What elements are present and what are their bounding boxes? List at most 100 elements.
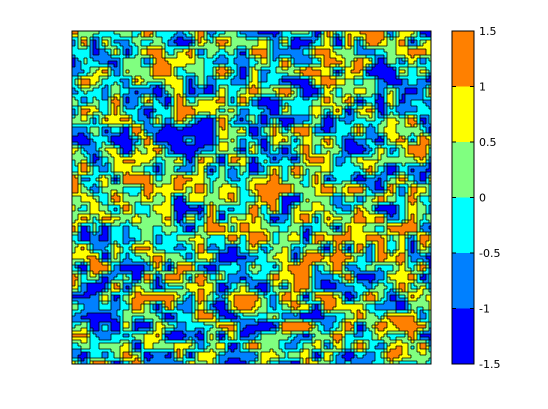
contour-band-cell — [321, 250, 325, 254]
contour-band-cell — [90, 139, 94, 143]
contour-band-cell — [87, 73, 94, 77]
contour-band-cell — [333, 112, 343, 116]
contour-band-cell — [258, 160, 265, 164]
contour-band-cell — [315, 193, 334, 197]
contour-band-cell — [333, 88, 337, 92]
contour-band-cell — [204, 295, 208, 299]
contour-band-cell — [357, 127, 361, 131]
contour-band-cell — [330, 97, 334, 101]
contour-band-cell — [138, 112, 145, 116]
contour-band-cell — [153, 226, 163, 230]
contour-band-cell — [153, 106, 166, 110]
contour-band-cell — [390, 295, 397, 299]
contour-band-cell — [414, 193, 421, 197]
contour-band-cell — [279, 97, 283, 101]
contour-band-cell — [312, 139, 322, 143]
contour-band-cell — [120, 148, 124, 152]
contour-band-cell — [252, 97, 259, 101]
contour-band-cell — [255, 157, 259, 161]
contour-band-cell — [294, 274, 310, 278]
contour-band-cell — [195, 259, 208, 263]
contour-band-cell — [141, 256, 151, 260]
contour-band-cell — [171, 121, 175, 125]
contour-band-cell — [249, 160, 253, 164]
contour-band-cell — [345, 139, 355, 143]
contour-band-cell — [342, 136, 355, 140]
contour-band-cell — [204, 88, 214, 92]
contour-band-cell — [132, 130, 142, 134]
contour-band-cell — [129, 79, 133, 83]
contour-band-cell — [375, 49, 385, 53]
contour-band-cell — [135, 145, 145, 149]
contour-band-cell — [414, 169, 427, 173]
contour-band-cell — [228, 58, 235, 62]
contour-band-cell — [321, 97, 325, 101]
contour-band-cell — [219, 73, 226, 77]
contour-band-cell — [129, 97, 139, 101]
contour-band-cell — [141, 136, 148, 140]
contour-band-cell — [351, 244, 355, 248]
contour-band-cell — [111, 52, 115, 56]
contour-band-cell — [255, 187, 292, 191]
contour-band-cell — [96, 118, 100, 122]
contour-band-cell — [90, 259, 100, 263]
contour-band-cell — [246, 235, 250, 239]
contour-band-cell — [348, 103, 352, 107]
contour-band-cell — [195, 82, 199, 86]
contour-band-cell — [327, 223, 331, 227]
contour-band-cell — [210, 178, 217, 182]
contour-band-cell — [96, 184, 100, 188]
contour-band-cell — [255, 301, 262, 305]
contour-band-cell — [321, 145, 325, 149]
contour-band-cell — [96, 148, 100, 152]
contour-band-cell — [246, 139, 259, 143]
contour-band-cell — [333, 109, 337, 113]
contour-band-cell — [366, 133, 379, 137]
contour-band-cell — [420, 124, 424, 128]
contour-band-cell — [417, 106, 430, 110]
contour-band-cell — [366, 142, 376, 146]
contour-band-cell — [270, 118, 274, 122]
contour-band-cell — [99, 208, 109, 212]
contour-band-cell — [153, 115, 157, 119]
contour-band-cell — [396, 301, 406, 305]
contour-band-cell — [387, 217, 400, 221]
contour-band-cell — [117, 178, 121, 182]
contour-band-cell — [75, 229, 79, 233]
contour-band-cell — [273, 235, 280, 239]
contour-band-cell — [315, 190, 322, 194]
contour-band-cell — [384, 133, 388, 137]
contour-band-cell — [309, 295, 313, 299]
contour-band-cell — [399, 136, 403, 140]
contour-band-cell — [72, 211, 91, 215]
contour-band-cell — [102, 298, 109, 302]
contour-band-cell — [366, 148, 373, 152]
contour-band-cell — [210, 274, 217, 278]
contour-band-cell — [342, 55, 367, 59]
contour-band-cell — [384, 88, 388, 92]
contour-band-cell — [393, 253, 400, 257]
contour-band-cell — [144, 121, 151, 125]
contour-band-cell — [354, 208, 358, 212]
contour-band-cell — [162, 169, 166, 173]
contour-band-cell — [378, 91, 385, 95]
contour-band-cell — [258, 106, 268, 110]
contour-band-cell — [294, 280, 310, 284]
contour-band-cell — [273, 211, 277, 215]
contour-band-cell — [246, 169, 250, 173]
contour-band-cell — [342, 91, 355, 95]
contour-band-cell — [312, 148, 316, 152]
contour-band-cell — [144, 127, 163, 131]
contour-band-cell — [96, 256, 100, 260]
contour-band-cell — [267, 160, 271, 164]
contour-band-cell — [150, 100, 154, 104]
contour-band-cell — [99, 298, 103, 302]
contour-band-cell — [336, 37, 340, 41]
contour-band-cell — [381, 121, 388, 125]
contour-band-cell — [87, 43, 91, 47]
contour-band-cell — [339, 64, 346, 68]
contour-band-cell — [174, 199, 184, 203]
contour-band-cell — [354, 133, 358, 137]
contour-band-cell — [336, 82, 346, 86]
contour-band-cell — [345, 43, 349, 47]
